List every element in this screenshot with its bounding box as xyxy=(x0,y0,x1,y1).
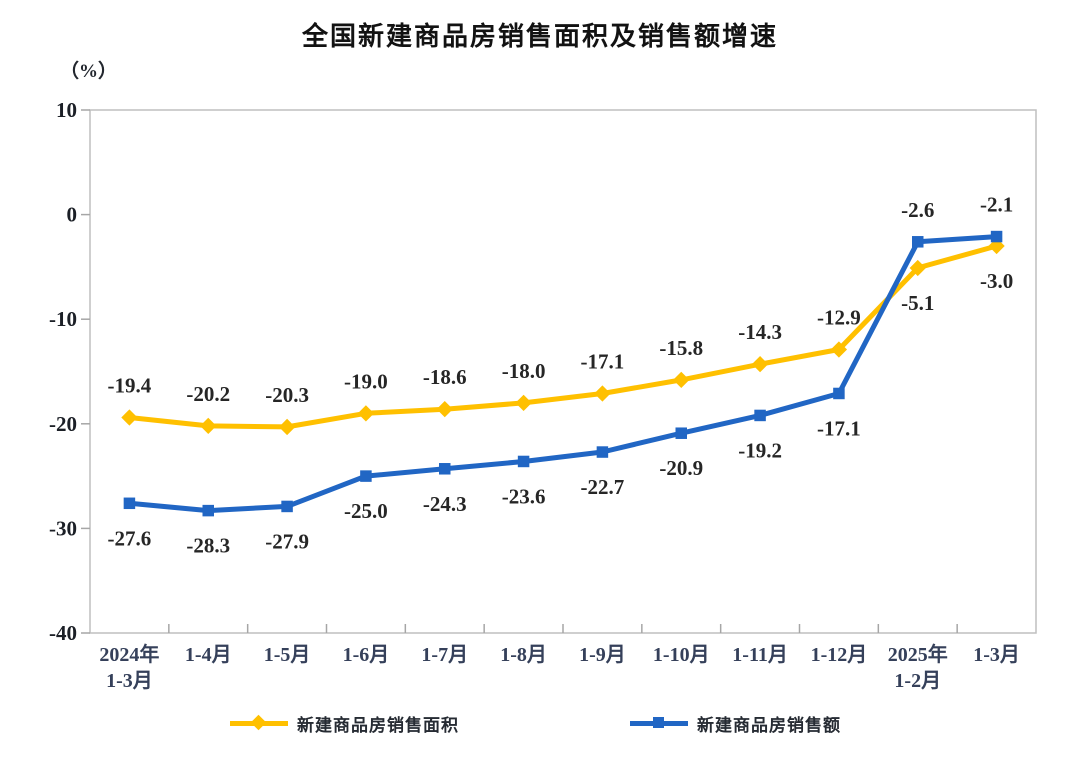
data-label: -15.8 xyxy=(659,336,703,360)
square-marker-icon xyxy=(754,409,766,422)
data-label: -2.1 xyxy=(980,193,1013,217)
x-axis-category-label: 1-10月 xyxy=(653,644,710,666)
legend-swatch-amount xyxy=(630,716,688,730)
x-axis-category-label: 1-11月 xyxy=(732,644,788,666)
diamond-marker-icon xyxy=(830,341,848,358)
x-axis-category-label: 1-3月 xyxy=(106,670,153,692)
x-axis-category-label: 1-4月 xyxy=(185,644,232,666)
data-label: -25.0 xyxy=(344,499,388,523)
y-axis-tick-label: 10 xyxy=(56,98,77,122)
legend-swatch-area xyxy=(230,714,288,731)
x-axis-category-label: 2024年 xyxy=(99,642,159,666)
square-marker-icon xyxy=(281,500,293,513)
data-label: -19.0 xyxy=(344,369,388,393)
legend-item-sales-area: 新建商品房销售面积 xyxy=(230,710,459,736)
diamond-marker-icon xyxy=(909,259,926,277)
legend: 新建商品房销售面积 新建商品房销售额 xyxy=(0,710,1080,750)
data-label: -27.9 xyxy=(265,529,309,553)
diamond-marker-icon xyxy=(436,401,453,418)
data-label: -19.2 xyxy=(738,438,782,462)
x-axis-category-label: 1-5月 xyxy=(264,644,311,666)
data-label: -17.1 xyxy=(817,416,861,440)
legend-label-sales-area: 新建商品房销售面积 xyxy=(297,715,459,735)
legend-diamond-marker-icon xyxy=(250,714,267,731)
y-axis-tick-label: -10 xyxy=(49,307,77,331)
x-axis-category-label: 1-7月 xyxy=(421,644,468,666)
square-marker-icon xyxy=(675,427,687,439)
square-marker-icon xyxy=(202,504,214,517)
legend-label-sales-amount: 新建商品房销售额 xyxy=(697,715,841,735)
legend-square-marker-icon xyxy=(653,717,664,728)
diamond-marker-icon xyxy=(278,418,296,436)
y-axis-tick-label: -40 xyxy=(49,621,77,645)
x-axis-category-label: 1-9月 xyxy=(579,644,626,666)
y-axis-tick-label: 0 xyxy=(67,203,78,227)
data-label: -12.9 xyxy=(817,306,861,330)
diamond-marker-icon xyxy=(594,385,611,402)
data-label: -17.1 xyxy=(581,349,625,373)
x-axis-category-label: 1-12月 xyxy=(811,644,868,666)
chart-title: 全国新建商品房销售面积及销售额增速 xyxy=(301,21,778,51)
series-line-sales-amount xyxy=(126,234,1000,514)
square-marker-icon xyxy=(123,497,136,510)
data-label: -20.2 xyxy=(186,382,230,406)
x-axis-category-label: 1-6月 xyxy=(343,644,390,666)
square-marker-icon xyxy=(439,463,451,475)
square-marker-icon xyxy=(360,470,372,482)
square-marker-icon xyxy=(833,387,845,400)
x-axis-category-label: 1-8月 xyxy=(500,644,547,666)
data-label: -20.3 xyxy=(265,383,309,407)
data-label: -3.0 xyxy=(980,269,1013,293)
square-marker-icon xyxy=(517,455,530,468)
x-axis-category-label: 1-3月 xyxy=(973,644,1020,666)
data-label: -18.6 xyxy=(423,365,467,389)
data-label: -28.3 xyxy=(186,534,230,558)
diamond-marker-icon xyxy=(200,417,217,435)
y-axis-tick-label: -30 xyxy=(49,516,77,540)
data-label: -2.6 xyxy=(901,198,934,222)
data-label: -18.0 xyxy=(502,359,546,383)
plot-border xyxy=(89,109,1037,634)
data-label: -24.3 xyxy=(423,492,467,516)
y-axis-tick-label: -20 xyxy=(49,412,77,436)
square-marker-icon xyxy=(990,230,1003,243)
series-line-sales-area xyxy=(126,243,1000,430)
data-label: -20.9 xyxy=(659,456,703,480)
x-axis-category-label: 2025年 xyxy=(888,642,948,666)
data-label: -5.1 xyxy=(901,291,934,315)
legend-item-sales-amount: 新建商品房销售额 xyxy=(630,710,841,736)
data-label: -23.6 xyxy=(502,484,546,508)
data-label: -14.3 xyxy=(738,320,782,344)
diamond-marker-icon xyxy=(121,409,138,426)
diamond-marker-icon xyxy=(673,371,690,388)
diamond-marker-icon xyxy=(751,356,769,373)
data-label: -19.4 xyxy=(108,374,152,398)
diamond-marker-icon xyxy=(515,394,532,412)
data-label: -27.6 xyxy=(108,526,152,550)
square-marker-icon xyxy=(912,236,924,248)
diamond-marker-icon xyxy=(357,405,375,422)
data-label: -22.7 xyxy=(581,475,625,499)
x-axis-category-label: 1-2月 xyxy=(894,670,941,692)
square-marker-icon xyxy=(596,446,609,458)
y-axis-unit-label: （%） xyxy=(60,61,118,82)
